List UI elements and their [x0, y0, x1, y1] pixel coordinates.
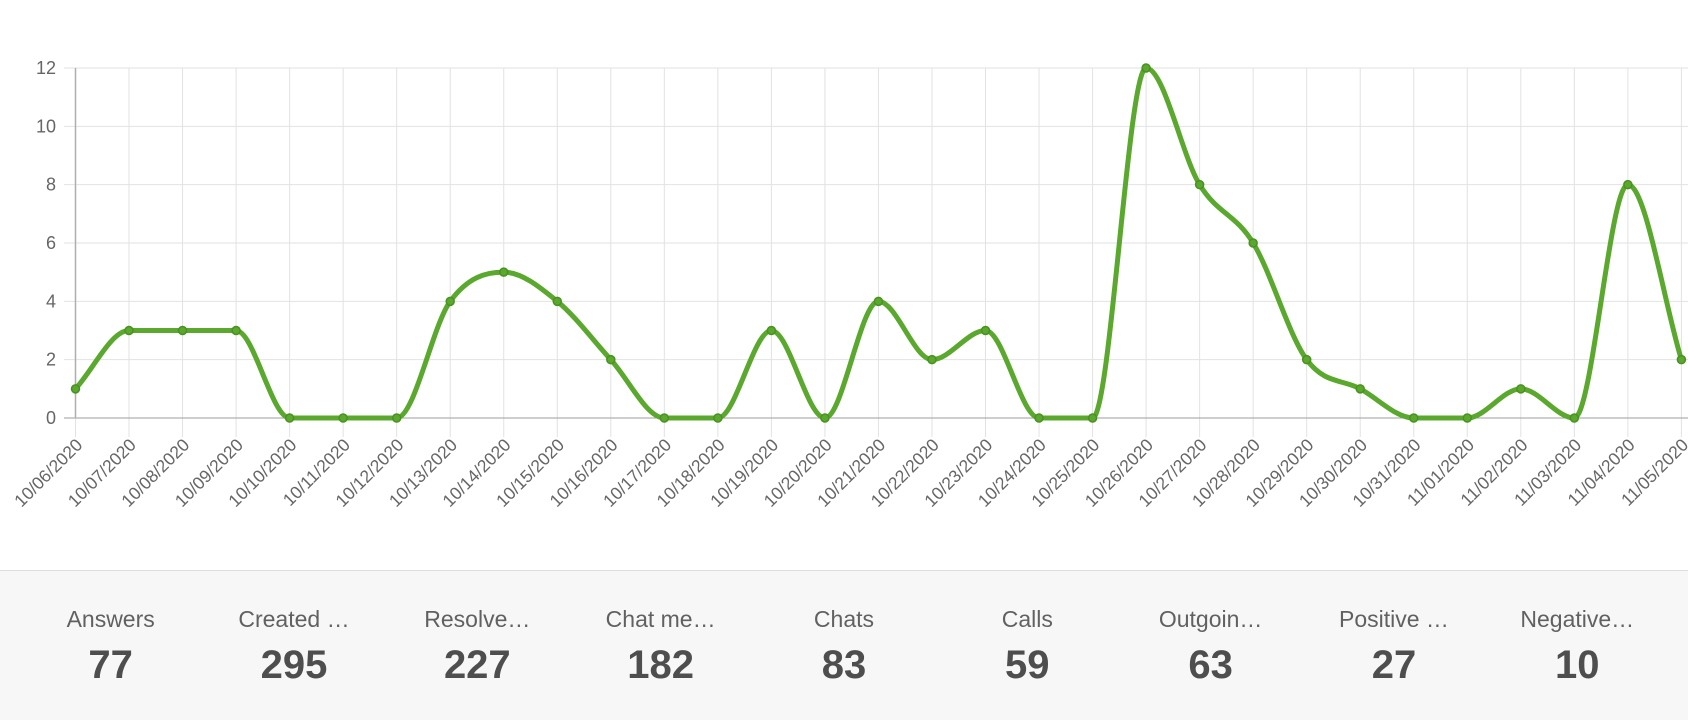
data-point[interactable] [177, 325, 188, 336]
data-point[interactable] [1409, 413, 1419, 423]
data-point[interactable] [445, 296, 455, 307]
data-point[interactable] [1194, 179, 1205, 190]
line-chart: 0 2 4 6 8 10 12 10/06/2020 10/07/2020 10/08/2020 1… [10, 58, 1688, 511]
data-point[interactable] [713, 413, 723, 423]
stat-item-calls[interactable]: Calls 59 [936, 571, 1119, 720]
stat-label: Resolve… [424, 606, 531, 632]
data-point[interactable] [659, 413, 670, 423]
stat-item-positive[interactable]: Positive … 27 [1302, 571, 1485, 720]
stat-item-chats[interactable]: Chats 83 [752, 571, 935, 720]
y-tick-label: 8 [46, 175, 56, 195]
data-point[interactable] [1569, 413, 1580, 423]
chart-canvas: 02468101210/06/202010/07/202010/08/20201… [10, 58, 1688, 511]
data-point[interactable] [1141, 63, 1151, 73]
stat-value: 182 [627, 643, 695, 687]
data-point[interactable] [1355, 384, 1365, 394]
data-point[interactable] [766, 325, 777, 336]
data-point[interactable] [338, 413, 348, 423]
stat-label: Answers [66, 606, 155, 632]
data-point[interactable] [1462, 413, 1473, 423]
stat-value: 77 [88, 643, 133, 687]
data-point[interactable] [820, 413, 830, 423]
stat-item-resolve[interactable]: Resolve… 227 [386, 571, 569, 720]
data-point[interactable] [391, 413, 402, 423]
data-point[interactable] [606, 354, 616, 365]
stat-value: 295 [260, 643, 328, 687]
data-point[interactable] [124, 325, 134, 336]
data-point[interactable] [498, 267, 509, 277]
stat-item-answers[interactable]: Answers 77 [19, 571, 202, 720]
y-tick-label: 6 [46, 233, 56, 253]
data-point[interactable] [1248, 238, 1258, 248]
stat-item-created[interactable]: Created … 295 [202, 571, 385, 720]
data-point[interactable] [1623, 179, 1633, 190]
data-point[interactable] [552, 296, 563, 307]
y-tick-label: 4 [46, 291, 56, 311]
y-tick-label: 2 [46, 350, 56, 370]
data-point[interactable] [284, 413, 295, 423]
data-point[interactable] [927, 354, 937, 365]
data-point[interactable] [1516, 384, 1526, 394]
stat-label: Outgoin… [1158, 606, 1263, 632]
stat-label: Chats [813, 606, 875, 632]
data-point[interactable] [1034, 413, 1044, 423]
y-tick-label: 10 [36, 116, 56, 136]
stat-label: Created … [238, 606, 350, 632]
data-point[interactable] [70, 384, 81, 394]
stat-value: 83 [821, 643, 867, 687]
stat-item-outgoin[interactable]: Outgoin… 63 [1119, 571, 1302, 720]
stat-value: 59 [1005, 643, 1050, 687]
stat-label: Negative… [1520, 606, 1635, 632]
stat-item-negative[interactable]: Negative… 10 [1486, 571, 1669, 720]
stats-row: Answers 77 Created … 295 Resolve… 227 Chat me…… [0, 570, 1688, 720]
stat-item-chatme[interactable]: Chat me… 182 [569, 571, 752, 720]
stat-label: Positive … [1338, 606, 1449, 632]
y-tick-label: 0 [46, 408, 56, 428]
data-point[interactable] [231, 325, 241, 336]
stat-value: 63 [1188, 643, 1233, 687]
stat-label: Calls [1001, 606, 1053, 632]
data-point[interactable] [1301, 354, 1312, 365]
y-tick-label: 12 [36, 58, 56, 78]
stat-value: 227 [443, 643, 511, 687]
stat-label: Chat me… [605, 606, 716, 632]
stat-value: 27 [1371, 643, 1417, 687]
data-point[interactable] [1087, 413, 1098, 423]
stat-value: 10 [1555, 643, 1600, 687]
data-point[interactable] [980, 325, 991, 336]
data-point[interactable] [873, 296, 884, 307]
data-point[interactable] [1676, 354, 1687, 365]
